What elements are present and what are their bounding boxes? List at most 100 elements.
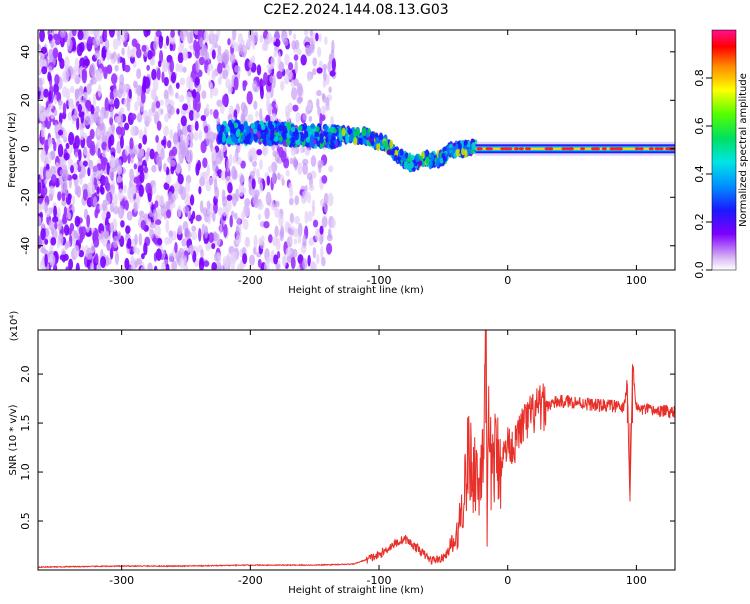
spectrogram-signal-speck [316,141,321,147]
spectrogram-noise-speck [306,172,313,181]
spectrogram-noise-speck [67,212,72,220]
spectrogram-noise-speck [295,112,301,123]
spectrogram-track-speck [338,132,343,138]
spectrogram-noise-speck [256,168,260,179]
spectrogram-noise-speck [146,30,151,36]
spectrogram-noise-speck [123,30,128,42]
spectrogram-noise-speck [98,120,105,131]
spectrogram-noise-speck [198,228,202,242]
spectrogram-noise-speck [218,206,223,217]
spectrogram-noise-speck [323,192,329,205]
spectrogram-track-speck [407,162,412,171]
spectrogram-signal-speck [250,122,255,129]
spectrogram-noise-speck [48,193,53,202]
spectrogram-noise-speck [184,227,191,240]
spectrogram-noise-speck [38,59,43,69]
spectrogram-noise-speck [163,89,169,100]
spectrogram-noise-speck [246,37,253,48]
spectrogram-noise-speck [308,237,315,247]
spectrogram-noise-speck [219,223,223,235]
spectrogram-noise-speck [149,57,156,67]
spectrogram-noise-speck [145,182,152,194]
spectrogram-noise-speck [242,218,249,230]
spectrogram-noise-speck [109,90,114,101]
spectrogram-noise-speck [156,153,162,168]
spectrogram-noise-speck [62,102,67,115]
spectrogram-noise-speck [173,131,179,143]
spectrogram-noise-speck [90,30,96,35]
spectrogram-noise-speck [48,219,55,231]
spectrogram-noise-speck [138,210,145,217]
spectrogram-noise-speck [89,128,95,140]
spectrogram-noise-speck [291,87,298,101]
spectrogram-noise-speck [174,241,178,254]
spectrogram-noise-speck [289,189,294,198]
spectrogram-zero-line-inner [475,147,675,150]
spectrogram-noise-speck [259,182,264,193]
spectrogram-noise-speck [290,256,296,270]
spectrogram-noise-speck [76,116,80,131]
spectrogram-noise-speck [100,230,104,240]
spectrogram-noise-speck [274,225,279,238]
spectrogram-noise-speck [58,233,64,247]
spectrogram-noise-speck [318,33,322,42]
spectrogram-noise-speck [135,47,142,59]
spectrogram-noise-speck [42,166,47,181]
spectrogram-track-speck [467,147,472,154]
spectrogram-track-speck [357,137,362,144]
spectrogram-noise-speck [110,106,114,120]
spectrogram-noise-speck [330,115,335,127]
spectrogram-noise-speck [289,157,294,165]
spectrogram-noise-speck [38,216,42,227]
spectrogram-noise-speck [79,57,86,69]
spectrogram-noise-speck [41,221,45,231]
spectrogram-noise-speck [97,147,101,159]
spectrogram-noise-speck [257,176,263,185]
spectrogram-noise-speck [296,266,301,270]
spectrogram-noise-speck [176,227,182,235]
snr-plot-area [38,330,675,570]
spectrogram-noise-speck [312,246,317,259]
spectrogram-noise-speck [226,194,233,201]
spectrogram-noise-speck [209,108,213,116]
colorbar: 0.0 0.2 0.4 0.6 0.8 Normalized spectral ampl… [693,29,749,279]
spectrogram-noise-speck [198,258,205,270]
spectrogram-noise-speck [306,102,312,112]
spectrogram-noise-speck [296,48,302,56]
spectrogram-noise-speck [249,170,256,178]
spectrogram-noise-speck [165,219,170,234]
spectrogram-signal-speck [303,130,309,139]
spectrogram-noise-speck [185,180,191,193]
spectrogram-noise-speck [121,47,125,56]
spectrogram-noise-speck [206,164,211,177]
spectrogram-noise-speck [78,41,85,53]
spectrogram-noise-speck [150,222,157,229]
spectrogram-image [38,30,675,270]
spectrogram-noise-speck [211,49,216,60]
spectrogram-signal-speck [240,134,246,141]
spectrogram-noise-speck [147,192,152,203]
spectrogram-noise-speck [291,40,297,50]
spectrogram-noise-speck [289,212,295,224]
spectrogram-noise-speck [154,200,159,208]
snr-xtick-label: -200 [238,574,263,587]
spectrogram-zero-line-peak [525,147,531,151]
spectrogram-noise-speck [58,112,63,125]
spectrogram-noise-speck [253,234,258,249]
spectrogram-noise-speck [50,174,57,184]
spectrogram-noise-speck [193,131,199,141]
spectrogram-noise-speck [86,151,91,161]
spectrogram-noise-speck [233,212,238,220]
spectrogram-noise-speck [198,56,205,66]
spectrogram-noise-speck [117,39,122,46]
spectrogram-noise-speck [248,60,253,69]
spectrogram-signal-speck [236,128,241,136]
spectrogram-noise-speck [253,100,258,110]
spectrogram-noise-speck [312,68,317,76]
spectrogram-noise-speck [140,265,147,270]
spectrogram-noise-speck [138,184,144,197]
spectrogram-noise-speck [240,111,245,125]
spectrogram-noise-speck [95,73,101,82]
spectrogram-noise-speck [149,228,155,239]
